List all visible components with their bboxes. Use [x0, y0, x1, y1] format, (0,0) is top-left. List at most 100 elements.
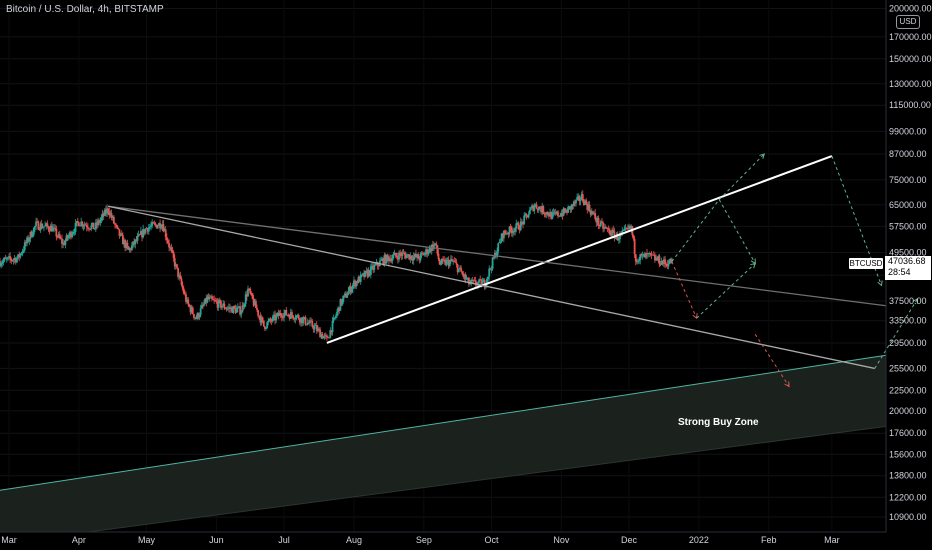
candle-body	[587, 204, 590, 210]
candle-body	[252, 298, 255, 306]
candle-body	[37, 221, 40, 230]
candle-body	[418, 258, 421, 261]
candle-body	[448, 261, 451, 267]
candle-body	[500, 233, 503, 242]
candle-body	[499, 241, 502, 243]
candle-body	[12, 259, 15, 261]
candle-body	[517, 223, 520, 230]
candle-body	[421, 253, 424, 255]
candle-body	[120, 233, 123, 236]
candle-body	[654, 255, 656, 261]
candle-body	[472, 280, 475, 281]
currency-badge[interactable]: USD	[896, 15, 920, 29]
candle-body	[150, 225, 152, 227]
candle-body	[278, 313, 281, 317]
candle-body	[583, 201, 585, 205]
candle-body	[178, 275, 181, 278]
candle-body	[16, 258, 18, 263]
price-tick-label: 57500.00	[889, 221, 927, 231]
candle-body	[480, 279, 483, 286]
candle-body	[273, 314, 275, 317]
candle-body	[118, 229, 121, 236]
candle-body	[629, 225, 632, 229]
candle-body	[303, 317, 306, 319]
candle-body	[412, 256, 415, 261]
candle-body	[486, 278, 488, 285]
candle-body	[498, 241, 501, 244]
candle-body	[47, 226, 50, 230]
candle-body	[164, 229, 167, 238]
candle-body	[208, 297, 211, 299]
price-tick-label: 65000.00	[889, 200, 927, 210]
candle-body	[110, 213, 113, 218]
candle-body	[82, 225, 85, 227]
candle-body	[474, 280, 477, 285]
candle-body	[213, 299, 216, 301]
candle-body	[280, 315, 283, 318]
candle-body	[339, 299, 342, 311]
candle-body	[52, 227, 54, 232]
candle-body	[238, 306, 240, 308]
candle-body	[92, 222, 95, 230]
candle-body	[168, 243, 170, 248]
time-axis[interactable]: Mar Apr May Jun Jul Aug Sep Oct Nov Dec 2022 Feb Mar	[1, 535, 839, 545]
symbol-title[interactable]: Bitcoin / U.S. Dollar, 4h, BITSTAMP	[6, 4, 164, 15]
projection-arrow	[754, 334, 790, 387]
candle-body	[439, 263, 442, 265]
candle-body	[227, 307, 230, 309]
candle-body	[182, 288, 185, 294]
candle-body	[56, 236, 59, 238]
candle-body	[400, 254, 403, 256]
candle-body	[395, 255, 398, 257]
candle-body	[283, 313, 285, 318]
candle-body	[209, 296, 212, 298]
candle-body	[660, 260, 663, 265]
candle-body	[540, 209, 542, 213]
candle-body	[355, 281, 358, 287]
candle-body	[188, 304, 191, 307]
candle-body	[186, 299, 189, 302]
candle-body	[192, 313, 195, 318]
candle-body	[403, 252, 406, 255]
candle-body	[639, 254, 642, 260]
candle-body	[134, 239, 137, 245]
candle-body	[651, 254, 654, 256]
candle-body	[3, 257, 6, 261]
candle-body	[106, 208, 108, 214]
candle-body	[387, 257, 390, 262]
candle-body	[253, 301, 256, 306]
candle-body	[417, 254, 420, 259]
candle-body	[385, 254, 388, 264]
candle-body	[425, 249, 427, 253]
candle-body	[70, 232, 72, 238]
candle-body	[573, 201, 576, 204]
candle-body	[197, 313, 200, 318]
candle-body	[159, 223, 161, 229]
candle-body	[463, 274, 466, 277]
candle-body	[528, 209, 531, 215]
candle-body	[641, 254, 644, 256]
candle-body	[147, 227, 150, 232]
candle-body	[128, 248, 131, 250]
candle-body	[68, 232, 71, 236]
candle-body	[310, 320, 313, 322]
candle-body	[312, 326, 315, 330]
candle-body	[601, 221, 603, 223]
candle-body	[179, 275, 182, 279]
candle-body	[45, 223, 48, 226]
candle-body	[269, 318, 272, 321]
candle-body	[129, 248, 132, 251]
candle-body	[153, 223, 156, 225]
candle-body	[59, 238, 62, 239]
candle-body	[348, 286, 351, 292]
candle-body	[224, 308, 227, 310]
candle-body	[507, 233, 510, 234]
candle-body	[307, 322, 310, 324]
projection-arrowhead	[759, 153, 765, 159]
candle-body	[506, 233, 509, 235]
candle-body	[550, 212, 553, 219]
candle-body	[11, 260, 14, 262]
price-tick-label: 87000.00	[889, 149, 927, 159]
candle-body	[258, 315, 261, 317]
